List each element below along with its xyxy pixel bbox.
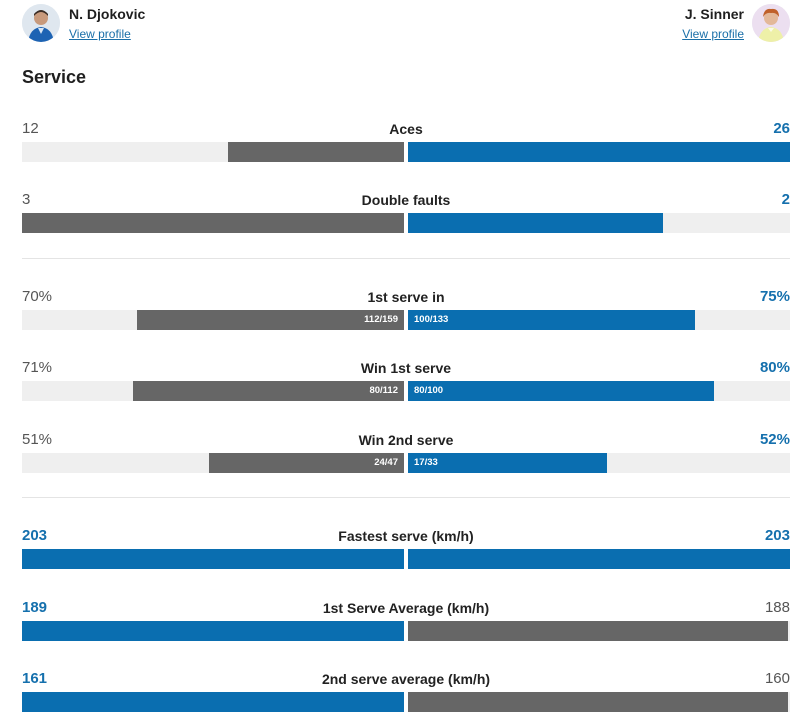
stat-left-value: 12 — [22, 120, 39, 137]
stat-label: 1st Serve Average (km/h) — [322, 600, 490, 616]
stat-right-bar — [408, 549, 790, 569]
stat-left-track — [22, 692, 404, 712]
player-right: J. Sinner View profile — [682, 4, 790, 42]
stat-label: Aces — [389, 121, 423, 137]
stat-row: 161 2nd serve average (km/h) 160 — [22, 668, 790, 712]
stat-label: 1st serve in — [367, 289, 445, 305]
stat-right-value: 80% — [759, 359, 790, 376]
player-left-name: N. Djokovic — [69, 6, 146, 22]
stat-left-value: 189 — [22, 599, 48, 616]
stat-label: Double faults — [361, 192, 451, 208]
stat-right-value: 52% — [759, 431, 790, 448]
stat-right-track — [408, 142, 790, 162]
stat-right-track: 80/100 — [408, 381, 790, 401]
stat-right-fraction: 17/33 — [414, 457, 438, 468]
player-right-name: J. Sinner — [684, 6, 744, 22]
stat-right-bar: 17/33 — [408, 453, 607, 473]
stat-left-track: 112/159 — [22, 310, 404, 330]
stat-left-track: 80/112 — [22, 381, 404, 401]
stat-left-fraction: 112/159 — [364, 314, 398, 325]
stat-row: 51% Win 2nd serve 52% 24/47 17/33 — [22, 429, 790, 473]
stat-right-bar — [408, 213, 663, 233]
stat-left-track — [22, 142, 404, 162]
stat-bars — [22, 142, 790, 162]
stat-right-bar — [408, 142, 790, 162]
sinner-avatar-icon — [752, 4, 790, 42]
stat-bars — [22, 213, 790, 233]
stat-bars: 112/159 100/133 — [22, 310, 790, 330]
stat-left-bar — [22, 213, 404, 233]
stat-left-value: 3 — [22, 191, 31, 208]
stat-header: 161 2nd serve average (km/h) 160 — [22, 668, 790, 690]
stat-left-value: 161 — [22, 670, 48, 687]
stat-left-value: 71% — [22, 359, 53, 376]
stat-right-bar — [408, 692, 788, 712]
stat-row: 203 Fastest serve (km/h) 203 — [22, 525, 790, 569]
stat-header: 71% Win 1st serve 80% — [22, 357, 790, 379]
stat-left-value: 70% — [22, 288, 53, 305]
stat-row: 70% 1st serve in 75% 112/159 100/133 — [22, 286, 790, 330]
stat-header: 70% 1st serve in 75% — [22, 286, 790, 308]
stat-right-bar: 80/100 — [408, 381, 714, 401]
stat-left-track: 24/47 — [22, 453, 404, 473]
stat-left-bar — [22, 549, 404, 569]
stat-right-value: 203 — [764, 527, 790, 544]
stat-header: 51% Win 2nd serve 52% — [22, 429, 790, 451]
stat-right-fraction: 100/133 — [414, 314, 449, 325]
stat-right-track: 17/33 — [408, 453, 790, 473]
stat-left-track — [22, 549, 404, 569]
stat-right-fraction: 80/100 — [414, 385, 444, 396]
stat-right-track — [408, 692, 790, 712]
section-title-service: Service — [22, 67, 87, 87]
player-avatar-icon — [752, 4, 790, 42]
stat-right-value: 2 — [781, 191, 790, 208]
stat-right-track — [408, 213, 790, 233]
stat-right-track — [408, 621, 790, 641]
stat-bars: 80/112 80/100 — [22, 381, 790, 401]
section-divider — [22, 497, 790, 498]
stat-right-value: 160 — [764, 670, 790, 687]
stat-header: 189 1st Serve Average (km/h) 188 — [22, 597, 790, 619]
stat-bars — [22, 621, 790, 641]
stat-header: 203 Fastest serve (km/h) 203 — [22, 525, 790, 547]
section-divider — [22, 258, 790, 259]
stat-header: 3 Double faults 2 — [22, 189, 790, 211]
stat-header: 12 Aces 26 — [22, 118, 790, 140]
stat-bars: 24/47 17/33 — [22, 453, 790, 473]
stat-row: 12 Aces 26 — [22, 118, 790, 162]
stat-label: Win 1st serve — [360, 360, 452, 376]
stat-right-value: 75% — [759, 288, 790, 305]
stat-row: 71% Win 1st serve 80% 80/112 80/100 — [22, 357, 790, 401]
stat-right-track — [408, 549, 790, 569]
stat-right-value: 26 — [773, 120, 790, 137]
stat-left-bar: 112/159 — [137, 310, 404, 330]
stat-left-bar: 80/112 — [133, 381, 404, 401]
stat-right-bar — [408, 621, 788, 641]
stat-left-track — [22, 213, 404, 233]
player-left-view-profile-link[interactable]: View profile — [69, 27, 131, 41]
stat-left-bar — [22, 692, 404, 712]
stat-left-bar — [228, 142, 404, 162]
stat-label: Fastest serve (km/h) — [338, 528, 474, 544]
stat-left-value: 51% — [22, 431, 53, 448]
stat-right-bar: 100/133 — [408, 310, 695, 330]
player-left: N. Djokovic View profile — [22, 4, 145, 42]
player-right-view-profile-link[interactable]: View profile — [682, 27, 744, 41]
stat-bars — [22, 549, 790, 569]
djokovic-avatar-icon — [22, 4, 60, 42]
stat-left-track — [22, 621, 404, 641]
stat-left-fraction: 80/112 — [369, 385, 398, 396]
stat-left-bar: 24/47 — [209, 453, 404, 473]
stat-row: 3 Double faults 2 — [22, 189, 790, 233]
stat-bars — [22, 692, 790, 712]
stat-row: 189 1st Serve Average (km/h) 188 — [22, 597, 790, 641]
stat-right-value: 188 — [764, 599, 790, 616]
stat-left-bar — [22, 621, 404, 641]
stat-label: Win 2nd serve — [358, 432, 454, 448]
stat-right-track: 100/133 — [408, 310, 790, 330]
stat-label: 2nd serve average (km/h) — [321, 671, 491, 687]
stat-left-value: 203 — [22, 527, 48, 544]
stat-left-fraction: 24/47 — [374, 457, 398, 468]
player-avatar-icon — [22, 4, 60, 42]
